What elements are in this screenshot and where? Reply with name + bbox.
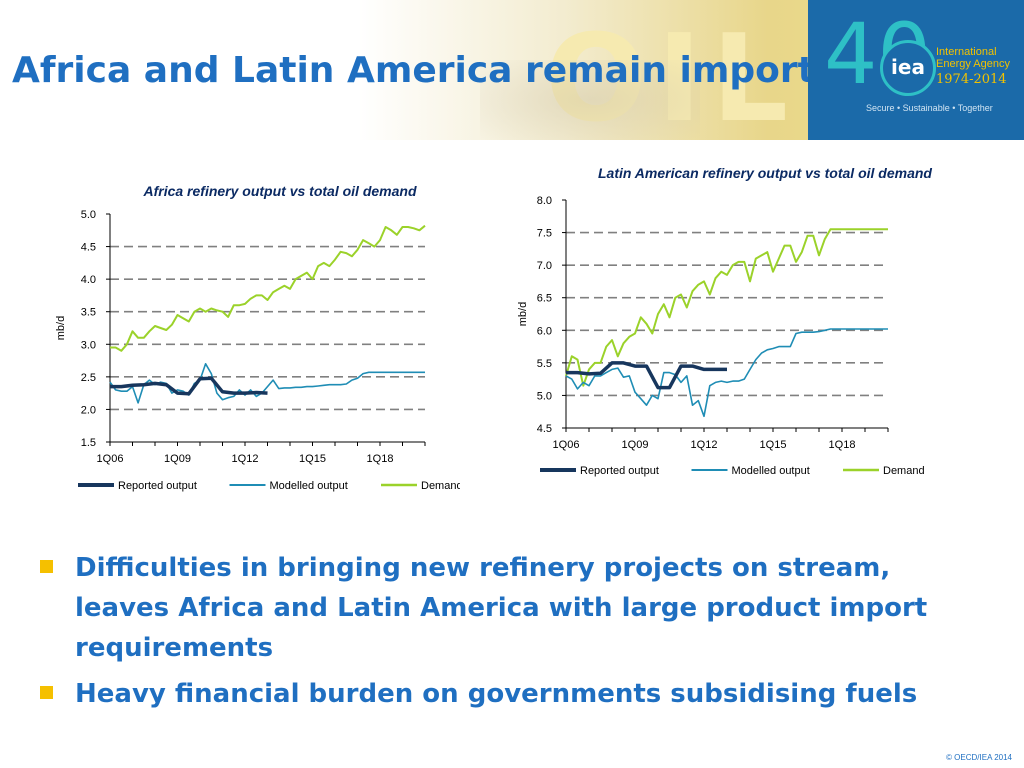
y-tick-label: 2.0 [81, 404, 96, 416]
chart-title: Latin American refinery output vs total … [598, 165, 932, 181]
page-title: Africa and Latin America remain importer… [12, 50, 879, 91]
latam-chart: Latin American refinery output vs total … [517, 165, 932, 477]
y-tick-label: 6.0 [537, 325, 552, 337]
y-tick-label: 8.0 [537, 195, 552, 207]
x-tick-label: 1Q18 [367, 453, 394, 465]
series-line-demand [110, 224, 426, 352]
x-tick-label: 1Q12 [691, 439, 718, 451]
bullet-square-icon [40, 560, 53, 573]
africa-chart: Africa refinery output vs total oil dema… [55, 183, 460, 492]
legend-label: Reported output [118, 480, 197, 492]
bullet-item: Heavy financial burden on governments su… [40, 674, 980, 714]
y-tick-label: 5.5 [537, 358, 552, 370]
x-tick-label: 1Q15 [760, 439, 787, 451]
y-tick-label: 7.0 [537, 260, 552, 272]
bullet-text: Heavy financial burden on governments su… [75, 679, 918, 709]
x-tick-label: 1Q18 [829, 439, 856, 451]
x-tick-label: 1Q12 [232, 453, 259, 465]
y-axis-label: mb/d [517, 302, 529, 326]
y-tick-label: 5.0 [537, 390, 552, 402]
bullet-square-icon [40, 686, 53, 699]
bullet-list: Difficulties in bringing new refinery pr… [40, 548, 980, 720]
y-tick-label: 4.5 [537, 423, 552, 435]
x-tick-label: 1Q06 [97, 453, 124, 465]
legend-label: Demand [421, 480, 460, 492]
copyright-footer: © OECD/IEA 2014 [946, 753, 1012, 762]
series-line-reported-output [566, 361, 727, 390]
x-tick-label: 1Q06 [553, 439, 580, 451]
y-tick-label: 4.0 [81, 274, 96, 286]
y-tick-label: 3.5 [81, 307, 96, 319]
slide-header: OIL Africa and Latin America remain impo… [0, 0, 1024, 140]
series-line-demand [565, 228, 888, 387]
header-fade [480, 60, 700, 140]
logo-tagline: Secure • Sustainable • Together [866, 103, 993, 113]
series-line-reported-output [110, 376, 268, 396]
legend-label: Demand [883, 465, 925, 477]
y-tick-label: 5.0 [81, 209, 96, 221]
logo-iea-circle: iea [880, 40, 936, 96]
y-tick-label: 6.5 [537, 293, 552, 305]
legend-label: Reported output [580, 465, 659, 477]
y-tick-label: 7.5 [537, 228, 552, 240]
bullet-item: Difficulties in bringing new refinery pr… [40, 548, 980, 668]
legend-label: Modelled output [732, 465, 810, 477]
y-tick-label: 3.0 [81, 339, 96, 351]
y-axis-label: mb/d [55, 316, 67, 340]
x-tick-label: 1Q09 [164, 453, 191, 465]
chart-title: Africa refinery output vs total oil dema… [142, 183, 416, 199]
x-tick-label: 1Q09 [622, 439, 649, 451]
logo-years: 1974-2014 [936, 72, 1007, 87]
series-line-modelled-output [565, 328, 888, 418]
y-tick-label: 4.5 [81, 242, 96, 254]
legend-label: Modelled output [270, 480, 348, 492]
y-tick-label: 2.5 [81, 372, 96, 384]
bullet-text: Difficulties in bringing new refinery pr… [75, 553, 928, 663]
x-tick-label: 1Q15 [299, 453, 326, 465]
iea-logo: 40 iea International Energy Agency 1974-… [808, 0, 1024, 140]
y-tick-label: 1.5 [81, 437, 96, 449]
logo-org-name: International Energy Agency [936, 46, 1010, 70]
